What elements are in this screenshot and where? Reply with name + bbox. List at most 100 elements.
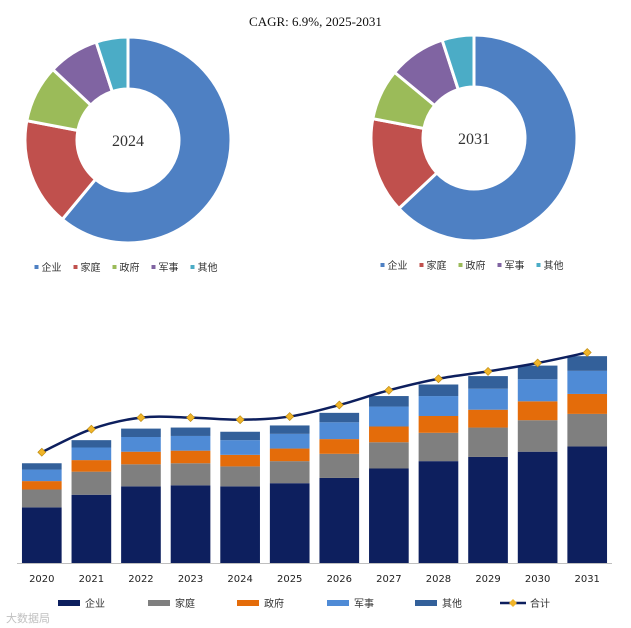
bar-企业-2025 bbox=[269, 483, 310, 563]
legend-label-其他: 其他 bbox=[442, 597, 462, 610]
bar-其他-2025 bbox=[269, 425, 310, 434]
bar-家庭-2022 bbox=[121, 464, 161, 487]
bar-军事-2023 bbox=[170, 435, 211, 451]
bar-企业-2021 bbox=[71, 494, 112, 563]
legend-swatch-政府 bbox=[237, 600, 259, 606]
legend-label-合计: 合计 bbox=[530, 597, 550, 610]
x-tick-label: 2027 bbox=[376, 574, 401, 585]
bar-其他-2021 bbox=[71, 440, 112, 448]
donut-slice-其他 bbox=[94, 35, 130, 94]
legend-swatch-家庭 bbox=[419, 263, 424, 267]
bar-家庭-2028 bbox=[418, 432, 459, 462]
stacked-bar-chart: 2020 2021 2022 2023 2024 2025 2026 2027 2028 2029… bbox=[17, 348, 612, 610]
bar-企业-2031 bbox=[567, 446, 608, 563]
bar-政府-2031 bbox=[567, 393, 608, 414]
bar-军事-2028 bbox=[418, 396, 459, 416]
bar-家庭-2024 bbox=[220, 466, 260, 487]
legend-swatch-政府 bbox=[458, 263, 463, 267]
total-marker-2020 bbox=[37, 447, 47, 457]
donut-slice-企业 bbox=[396, 33, 579, 243]
total-marker-2024 bbox=[235, 415, 245, 425]
total-marker-2029 bbox=[483, 366, 493, 376]
x-tick-label: 2020 bbox=[29, 574, 54, 585]
bar-企业-2030 bbox=[517, 451, 558, 563]
bar-其他-2029 bbox=[468, 376, 508, 389]
legend-swatch-其他 bbox=[415, 600, 437, 606]
bar-政府-2022 bbox=[121, 451, 161, 465]
bar-政府-2024 bbox=[220, 454, 260, 467]
legend-label-企业: 企业 bbox=[42, 261, 62, 274]
donut-slice-企业 bbox=[60, 35, 233, 245]
legend-label-政府: 政府 bbox=[466, 259, 486, 272]
bar-家庭-2026 bbox=[319, 453, 360, 478]
legend-label-家庭: 家庭 bbox=[81, 261, 101, 274]
total-marker-2028 bbox=[434, 374, 443, 384]
bar-企业-2022 bbox=[121, 486, 161, 563]
x-tick-label: 2022 bbox=[128, 574, 153, 585]
x-tick-label: 2026 bbox=[327, 574, 352, 585]
bar-家庭-2021 bbox=[71, 471, 112, 495]
page-title: CAGR: 6.9%, 2025-2031 bbox=[249, 14, 382, 29]
total-marker-2030 bbox=[533, 358, 543, 368]
total-marker-2027 bbox=[384, 385, 394, 395]
total-marker-2022 bbox=[136, 413, 146, 423]
donut-chart-2031: 2031 企业 家庭 政府 军事 其他 bbox=[369, 33, 579, 272]
bar-军事-2030 bbox=[517, 379, 558, 402]
bar-政府-2027 bbox=[369, 426, 409, 443]
bar-家庭-2025 bbox=[269, 461, 310, 484]
legend-swatch-军事 bbox=[151, 265, 156, 269]
bar-企业-2024 bbox=[220, 486, 260, 563]
total-marker-2031 bbox=[582, 348, 592, 357]
total-marker-2023 bbox=[186, 413, 195, 423]
bar-企业-2023 bbox=[170, 485, 211, 563]
bar-政府-2030 bbox=[517, 401, 558, 421]
x-tick-label: 2024 bbox=[227, 574, 252, 585]
bar-政府-2029 bbox=[468, 409, 508, 428]
legend-label-军事: 军事 bbox=[159, 261, 179, 274]
bar-其他-2023 bbox=[170, 427, 211, 436]
legend-label-企业: 企业 bbox=[85, 597, 105, 610]
legend-swatch-企业 bbox=[34, 265, 39, 269]
bar-政府-2020 bbox=[21, 481, 62, 490]
bar-其他-2028 bbox=[418, 384, 459, 397]
bar-其他-2027 bbox=[369, 396, 409, 407]
bar-家庭-2027 bbox=[369, 442, 409, 469]
bar-家庭-2029 bbox=[468, 427, 508, 457]
donut-center-label: 2031 bbox=[458, 131, 490, 148]
legend-swatch-其他 bbox=[190, 265, 195, 269]
bar-其他-2026 bbox=[319, 412, 360, 423]
bar-军事-2027 bbox=[369, 406, 409, 427]
bar-企业-2020 bbox=[21, 507, 62, 563]
bar-军事-2021 bbox=[71, 447, 112, 461]
legend-swatch-家庭 bbox=[73, 265, 78, 269]
donut-legend: 企业 家庭 政府 军事 其他 bbox=[380, 259, 564, 272]
x-tick-label: 2028 bbox=[426, 574, 451, 585]
legend-label-企业: 企业 bbox=[388, 259, 408, 272]
bar-家庭-2023 bbox=[170, 463, 211, 486]
legend-label-家庭: 家庭 bbox=[175, 597, 195, 610]
legend-label-政府: 政府 bbox=[264, 597, 284, 610]
bar-政府-2023 bbox=[170, 450, 211, 464]
legend-swatch-企业 bbox=[58, 600, 80, 606]
legend-swatch-军事 bbox=[327, 600, 349, 606]
watermark-text: 大数据局 bbox=[6, 611, 50, 625]
bar-政府-2028 bbox=[418, 416, 459, 433]
bar-企业-2026 bbox=[319, 477, 360, 563]
donut-slice-其他 bbox=[440, 33, 476, 92]
donut-legend: 企业 家庭 政府 军事 其他 bbox=[34, 261, 218, 274]
bar-军事-2025 bbox=[269, 433, 310, 449]
x-tick-label: 2021 bbox=[79, 574, 104, 585]
legend-swatch-家庭 bbox=[148, 600, 170, 606]
legend-swatch-政府 bbox=[112, 265, 117, 269]
bar-家庭-2020 bbox=[21, 489, 62, 508]
total-marker-2021 bbox=[86, 424, 96, 434]
bar-军事-2020 bbox=[21, 469, 62, 482]
legend-swatch-军事 bbox=[497, 263, 502, 267]
bar-政府-2026 bbox=[319, 439, 360, 454]
x-tick-label: 2029 bbox=[475, 574, 500, 585]
legend-swatch-企业 bbox=[380, 263, 385, 267]
bar-政府-2021 bbox=[71, 460, 112, 472]
donut-center-label: 2024 bbox=[112, 133, 144, 150]
bar-其他-2030 bbox=[517, 365, 558, 380]
